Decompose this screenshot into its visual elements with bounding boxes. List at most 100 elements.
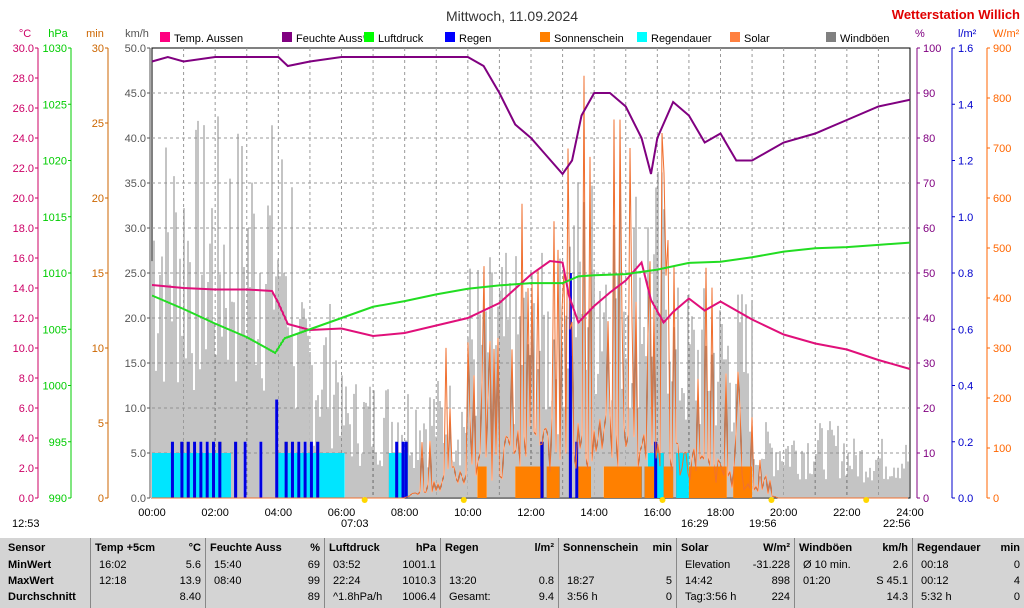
left-axis-label: 35.0 <box>125 178 146 190</box>
stats-cell-time: 00:18 <box>921 559 949 571</box>
marker-dot <box>768 497 775 503</box>
stats-header: Solar W/m² <box>677 540 794 556</box>
legend-swatch <box>282 32 292 42</box>
stats-cell-value: 14.3 <box>886 591 908 603</box>
right-axis-label: 1.0 <box>958 212 973 224</box>
sunshine-bar <box>477 466 487 498</box>
rain-bar <box>199 441 203 498</box>
rain-bar <box>180 441 184 498</box>
left-axis-label: 25 <box>92 118 104 130</box>
stats-header: Sonnenschein min <box>559 540 676 556</box>
stats-row-avg: Durchschnitt <box>8 591 76 603</box>
stats-cell-value: 9.4 <box>538 591 554 603</box>
stats-cell-row: 22:24 1010.3 <box>325 573 440 589</box>
stats-cell-time: 5:32 h <box>921 591 952 603</box>
marker-dot <box>361 497 368 503</box>
legend-label: Temp. Aussen <box>174 33 243 45</box>
right-axis-label: 100 <box>993 443 1011 455</box>
stats-row-max: MaxWert <box>8 575 54 587</box>
stats-column-temp: Temp +5cm °C 16:02 5.6 12:18 13.9 8.40 <box>91 538 205 608</box>
marker-dot <box>659 497 666 503</box>
rain-bar <box>170 441 174 498</box>
sunshine-bar <box>578 466 592 498</box>
stats-cell-row: Ø 10 min. 2.6 <box>795 557 912 573</box>
right-axis-unit: % <box>915 28 925 40</box>
stats-cell-row: 18:27 5 <box>559 573 676 589</box>
right-axis-label: 700 <box>993 143 1011 155</box>
stats-column-windboeen: Windböen km/h Ø 10 min. 2.6 01:20 S 45.1 14.3 <box>795 538 912 608</box>
rain-bar <box>404 441 408 498</box>
stats-cell-time: Tag:3:56 h <box>685 591 737 603</box>
stats-header-label: Solar <box>681 542 709 554</box>
sunshine-bar <box>644 466 655 498</box>
stats-cell-row: 00:18 0 <box>913 557 1024 573</box>
stats-cell-value: 1001.1 <box>402 559 436 571</box>
chart-legend: Temp. Aussen Feuchte Auss* Luftdruck Regen S… <box>160 32 890 45</box>
right-axis-label: 70 <box>923 178 935 190</box>
right-axis-unit: l/m² <box>958 28 977 40</box>
stats-cell-row: ^1.8hPa/h 1006.4 <box>325 589 440 605</box>
series-line <box>151 241 911 355</box>
left-axis-label: 50.0 <box>125 43 146 55</box>
left-axis-label: 18.0 <box>13 223 34 235</box>
right-axis-label: 200 <box>993 393 1011 405</box>
stats-cell-row: 08:40 99 <box>206 573 324 589</box>
rain-bar <box>259 441 263 498</box>
stats-cell-value: 0 <box>1013 559 1020 571</box>
solar-line <box>152 75 908 499</box>
left-axis-label: 30.0 <box>125 223 146 235</box>
stats-cell-row: 15:40 69 <box>206 557 324 573</box>
right-axis-label: 1.2 <box>958 156 973 168</box>
stats-cell-value: 99 <box>307 575 320 587</box>
rain-bar <box>284 441 288 498</box>
stats-cell-time: 00:12 <box>921 575 949 587</box>
stats-cell-time: 01:20 <box>803 575 831 587</box>
left-axis-label: 1025 <box>43 99 67 111</box>
separator <box>324 538 325 608</box>
right-axis-label: 0.8 <box>958 268 973 280</box>
x-tick-label: 10:00 <box>454 507 482 519</box>
rain-bar <box>234 441 238 498</box>
stats-cell-row: 8.40 <box>91 589 205 605</box>
stats-cell-time: 22:24 <box>333 575 361 587</box>
sunshine-bar <box>603 466 642 498</box>
stats-cell-row <box>559 557 676 573</box>
stats-cell-value: 69 <box>307 559 320 571</box>
moonrise-label: 16:29 <box>681 518 709 530</box>
stats-header-label: Regendauer <box>917 542 981 554</box>
legend-swatch <box>364 32 374 42</box>
rain-duration-bar <box>152 453 231 498</box>
stats-column-regen: Regen l/m² 13:20 0.8 Gesamt: 9.4 <box>441 538 558 608</box>
stats-cell-value: 2.6 <box>892 559 908 571</box>
right-axis-label: 0.2 <box>958 437 973 449</box>
x-tick-label: 18:00 <box>707 507 735 519</box>
stats-cell-time: 12:18 <box>99 575 127 587</box>
left-axis-unit: hPa <box>48 28 68 40</box>
stats-header-label: Regen <box>445 542 479 554</box>
left-axis-label: 1020 <box>43 156 67 168</box>
left-axis-label: 10.0 <box>13 343 34 355</box>
stats-cell-time: 18:27 <box>567 575 595 587</box>
legend-label: Luftdruck <box>378 33 424 45</box>
right-axis-label: 90 <box>923 88 935 100</box>
legend-swatch <box>160 32 170 42</box>
left-axis-label: 14.0 <box>13 283 34 295</box>
legend-swatch <box>540 32 550 42</box>
left-axis-label: 12.0 <box>13 313 34 325</box>
moonset-label: 22:56 <box>883 518 911 530</box>
right-axis-label: 900 <box>993 43 1011 55</box>
left-axis-label: 1030 <box>43 43 67 55</box>
chart-lines <box>151 55 911 499</box>
stats-header-label: Windböen <box>799 542 853 554</box>
left-axis-label: 0 <box>98 493 104 505</box>
rain-bar <box>316 441 320 498</box>
stats-cell-value: 5 <box>665 575 672 587</box>
stats-cell-row: 3:56 h 0 <box>559 589 676 605</box>
right-axis-label: 300 <box>993 343 1011 355</box>
station-name: Wetterstation Willich <box>892 7 1020 22</box>
stats-column-luftdruck: Luftdruck hPa 03:52 1001.1 22:24 1010.3 ^1.8hP… <box>325 538 440 608</box>
stats-cell-time: 08:40 <box>214 575 242 587</box>
rain-bar <box>568 273 572 498</box>
legend-swatch <box>730 32 740 42</box>
rain-bar <box>218 441 222 498</box>
